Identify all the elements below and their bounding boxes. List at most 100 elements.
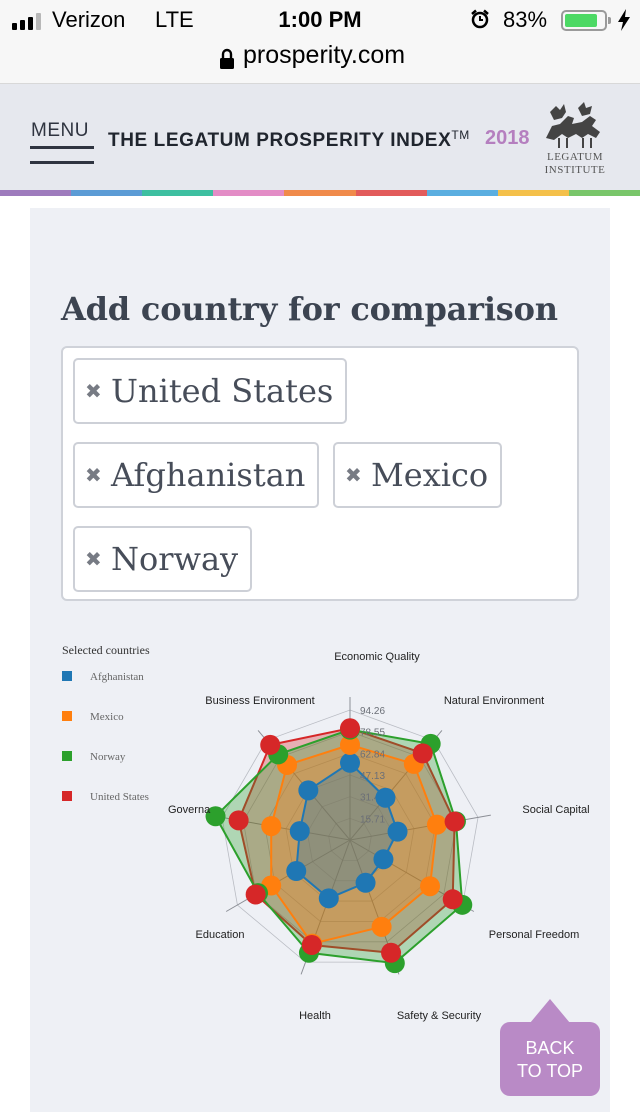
menu-underline-top <box>30 146 94 149</box>
radar-point <box>355 872 376 893</box>
radar-axis-line <box>349 814 491 841</box>
radar-tick-label: 47.13 <box>360 771 385 782</box>
site-title[interactable]: THE LEGATUM PROSPERITY INDEXTM <box>108 128 470 152</box>
battery-icon <box>561 10 607 31</box>
radar-point <box>318 888 339 909</box>
color-strip-segment <box>568 190 640 196</box>
country-tag-label: United States <box>111 372 334 410</box>
signal-strength-icon <box>12 12 41 30</box>
legend-swatch <box>62 711 72 721</box>
radar-point <box>245 884 266 905</box>
comparison-heading: Add country for comparison <box>61 290 558 328</box>
logo-text-legatum: LEGATUM <box>546 151 604 163</box>
radar-grid-ring <box>264 752 436 922</box>
trademark-mark: TM <box>451 128 470 142</box>
status-bar: Verizon LTE 1:00 PM 83% <box>0 0 640 40</box>
country-tag-norway[interactable]: ✖ Norway <box>73 526 253 592</box>
radar-point <box>228 810 249 831</box>
lock-icon <box>220 48 234 69</box>
radar-point <box>381 942 402 963</box>
color-strip-segment <box>0 190 72 196</box>
radar-axis-label: Social Capital <box>522 804 589 816</box>
country-tag-united-states[interactable]: ✖ United States <box>73 358 348 424</box>
radar-point <box>340 752 360 773</box>
browser-address-bar[interactable]: prosperity.com <box>0 40 640 84</box>
radar-grid-ring <box>285 774 415 902</box>
radar-grid-ring <box>328 817 372 861</box>
legend-label: Mexico <box>90 711 124 723</box>
menu-button[interactable]: MENU <box>31 120 89 141</box>
country-tag-label: Mexico <box>371 456 489 494</box>
radar-point <box>442 889 463 910</box>
legend-swatch <box>62 791 72 801</box>
radar-point <box>420 876 441 897</box>
color-strip-segment <box>213 190 285 196</box>
remove-country-icon[interactable]: ✖ <box>345 464 362 487</box>
radar-axis-label: Health <box>299 1010 331 1022</box>
radar-tick-label: 62.84 <box>360 749 385 760</box>
color-strip-segment <box>355 190 427 196</box>
radar-axis-label: Education <box>196 929 245 941</box>
legatum-logo-icon[interactable] <box>538 98 612 178</box>
radar-grid-ring <box>242 731 458 943</box>
carrier-name: Verizon <box>52 7 126 32</box>
remove-country-icon[interactable]: ✖ <box>85 464 102 487</box>
color-strip-segment <box>142 190 214 196</box>
radar-point <box>375 787 396 808</box>
menu-underline-bottom <box>30 161 94 164</box>
logo-text-institute: INSTITUTE <box>544 164 606 176</box>
radar-point <box>260 734 281 755</box>
radar-tick-label: 78.55 <box>360 728 385 739</box>
back-to-top-line2: TO TOP <box>516 1061 584 1081</box>
country-tag-afghanistan[interactable]: ✖ Afghanistan <box>73 442 320 508</box>
radar-tick-label: 94.26 <box>360 706 385 717</box>
url-text[interactable]: prosperity.com <box>243 41 406 69</box>
radar-point <box>387 821 408 842</box>
radar-series-area <box>295 761 399 900</box>
radar-point <box>205 806 226 827</box>
radar-point <box>289 821 310 842</box>
legend-label: Afghanistan <box>90 671 144 683</box>
radar-axis-label: Safety & Security <box>397 1010 482 1022</box>
back-to-top-button[interactable]: BACK TO TOP <box>500 1022 600 1096</box>
charging-bolt-icon <box>618 9 630 31</box>
comparison-panel: Add country for comparison ✖ United Stat… <box>30 208 610 1112</box>
radar-axis-label: Economic Quality <box>334 651 420 663</box>
radar-tick-label: 15.71 <box>360 814 385 825</box>
radar-point <box>301 934 322 955</box>
radar-axis-label: Natural Environment <box>444 695 544 707</box>
remove-country-icon[interactable]: ✖ <box>85 548 102 571</box>
site-header: MENU THE LEGATUM PROSPERITY INDEXTM 2018… <box>0 84 640 190</box>
country-tag-mexico[interactable]: ✖ Mexico <box>333 442 503 508</box>
radar-series-area <box>237 727 456 954</box>
color-strip-segment <box>497 190 569 196</box>
country-tag-label: Norway <box>111 540 239 578</box>
radar-axis-label: Business Environment <box>205 695 314 707</box>
radar-axis-label: Personal Freedom <box>489 929 580 941</box>
country-select-box[interactable]: ✖ United States ✖ Afghanistan ✖ Mexico ✖… <box>61 346 579 601</box>
color-strip-segment <box>426 190 498 196</box>
back-to-top-arrow-icon <box>530 999 570 1023</box>
clock: 1:00 PM <box>278 7 362 32</box>
radar-point <box>412 743 433 764</box>
color-strip-segment <box>71 190 143 196</box>
network-type: LTE <box>155 7 194 32</box>
radar-grid-ring <box>221 709 479 963</box>
site-year: 2018 <box>485 127 530 149</box>
radar-series-area <box>214 728 464 965</box>
radar-point <box>444 811 465 832</box>
radar-point <box>426 814 447 835</box>
alarm-clock-icon <box>471 9 489 29</box>
legend-label: Norway <box>90 751 126 763</box>
radar-axis-label: Governa <box>168 804 211 816</box>
radar-point <box>371 916 392 937</box>
remove-country-icon[interactable]: ✖ <box>85 380 102 403</box>
color-strip <box>0 190 640 196</box>
radar-grid-ring <box>306 796 394 882</box>
site-title-text: THE LEGATUM PROSPERITY INDEX <box>108 130 452 151</box>
radar-point <box>340 734 360 755</box>
battery-percent: 83% <box>503 7 548 32</box>
color-strip-segment <box>284 190 356 196</box>
legend-label: United States <box>90 791 149 803</box>
